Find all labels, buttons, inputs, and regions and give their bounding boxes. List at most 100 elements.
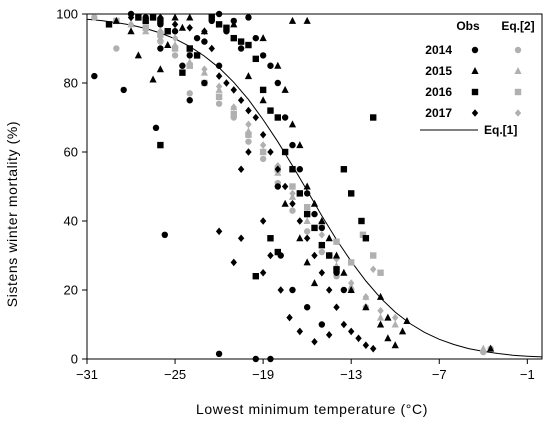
data-point (149, 14, 157, 21)
y-tick-label: 20 (64, 283, 78, 298)
data-point (161, 231, 168, 238)
y-axis-title: Sistens winter mortality (%) (4, 121, 20, 307)
data-point (310, 279, 319, 287)
data-point (303, 204, 311, 211)
data-point (237, 96, 245, 105)
data-point (311, 337, 318, 346)
data-point (201, 65, 208, 73)
data-point (135, 14, 142, 21)
data-point (113, 45, 120, 52)
x-tick-label: −19 (252, 367, 274, 382)
data-point (237, 45, 245, 52)
legend-eq2-marker (514, 46, 522, 54)
data-point (289, 286, 296, 294)
data-point (215, 350, 223, 358)
data-point (288, 16, 297, 24)
data-point (311, 251, 318, 260)
data-point (370, 252, 377, 259)
data-point (245, 148, 252, 156)
data-point (186, 52, 193, 59)
data-point (340, 286, 348, 294)
data-point (289, 199, 296, 208)
data-point (296, 217, 304, 225)
data-point (91, 72, 98, 80)
data-point (157, 13, 164, 22)
data-point (208, 44, 215, 53)
data-point (201, 79, 208, 87)
data-point (164, 41, 172, 49)
data-point (259, 268, 267, 277)
x-tick-label: −31 (76, 367, 98, 382)
data-point (178, 23, 187, 31)
data-point (303, 210, 311, 218)
data-point (347, 259, 355, 266)
data-point (377, 306, 384, 315)
data-point (179, 69, 186, 76)
data-point (281, 182, 289, 191)
data-point (127, 20, 135, 29)
data-point (274, 114, 282, 121)
data-point (267, 107, 274, 114)
data-point (274, 183, 282, 190)
data-point (215, 62, 223, 69)
data-point (347, 286, 355, 293)
data-point (355, 334, 362, 343)
data-point (223, 24, 230, 31)
data-point (267, 355, 274, 363)
data-point (347, 190, 355, 197)
legend-year-label: 2015 (425, 64, 452, 78)
x-tick-label: −7 (432, 367, 447, 382)
data-point (134, 51, 142, 59)
data-point (112, 16, 120, 24)
x-axis-title: Lowest minimum temperature (°C) (196, 401, 428, 417)
legend-header-eq2: Eq.[2] (501, 19, 534, 33)
data-point (230, 34, 237, 42)
data-point (281, 114, 289, 121)
data-point (230, 258, 237, 267)
data-point (244, 72, 253, 80)
data-point (201, 38, 208, 45)
data-point (362, 293, 370, 301)
legend-eq1-label: Eq.[1] (484, 123, 517, 137)
legend-header-obs: Obs (456, 19, 480, 33)
data-point (179, 62, 186, 69)
y-tick-label: 100 (56, 7, 78, 22)
data-point (347, 327, 355, 336)
data-point (286, 313, 293, 322)
data-point (296, 141, 304, 149)
legend-obs-marker (471, 88, 479, 96)
data-point (296, 190, 304, 197)
data-point (171, 28, 179, 35)
data-point (303, 16, 311, 24)
y-tick-label: 0 (71, 352, 78, 367)
data-point (391, 320, 399, 328)
data-point (347, 279, 355, 287)
data-point (403, 317, 411, 325)
data-point (237, 234, 245, 243)
data-point (479, 344, 487, 352)
data-point (208, 14, 215, 21)
x-tick-label: −13 (340, 367, 362, 382)
data-point (384, 313, 392, 321)
data-point (245, 41, 252, 49)
data-point (318, 217, 326, 224)
data-point (392, 313, 399, 322)
data-point (288, 120, 297, 128)
data-point (230, 86, 237, 94)
series-obs-2017 (127, 13, 377, 353)
data-point (318, 221, 326, 228)
data-point (362, 303, 370, 311)
x-tick-label: −1 (520, 367, 535, 382)
data-point (252, 34, 259, 42)
legend-obs-marker (471, 46, 479, 54)
data-point (237, 38, 245, 45)
data-point (259, 217, 267, 225)
legend-year-label: 2014 (425, 43, 452, 57)
data-point (171, 45, 179, 52)
data-point (332, 251, 341, 259)
data-point (186, 24, 193, 32)
data-point (157, 141, 164, 149)
legend-eq2-marker (514, 67, 522, 74)
